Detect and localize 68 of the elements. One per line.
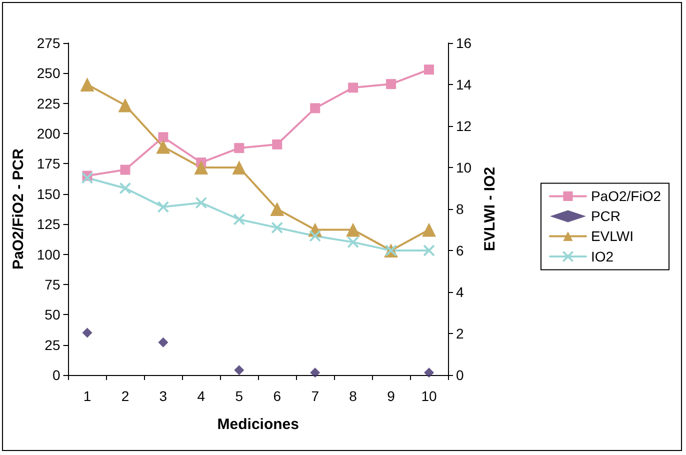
- point: [386, 79, 396, 90]
- y-tick-label: 125: [36, 216, 60, 232]
- y-tick-label: 25: [44, 336, 60, 353]
- point: [272, 139, 282, 150]
- y2-tick-label: 12: [456, 118, 472, 134]
- point: [424, 368, 434, 378]
- x-tick-label: 1: [83, 388, 92, 404]
- point: [158, 337, 168, 348]
- y-tick-label: 75: [44, 276, 60, 292]
- point: [347, 236, 360, 248]
- y-tick-label: 250: [36, 65, 60, 82]
- point: [120, 164, 130, 175]
- y2-tick-label: 4: [456, 284, 464, 300]
- x-tick-label: 7: [311, 388, 320, 404]
- point: [424, 64, 434, 75]
- y2-tick-label: 10: [456, 160, 472, 176]
- x-tick-label: 9: [387, 388, 396, 404]
- point: [158, 132, 168, 142]
- point: [271, 222, 284, 234]
- y-tick-label: 150: [36, 186, 60, 202]
- point: [194, 160, 208, 174]
- point: [82, 328, 92, 338]
- point: [423, 244, 436, 256]
- point: [310, 103, 320, 114]
- y-tick-label: 225: [36, 95, 60, 112]
- y2-tick-label: 2: [456, 326, 464, 342]
- y2-tick-label: 16: [456, 35, 472, 51]
- x-tick-label: 8: [349, 388, 358, 404]
- y-tick-label: 275: [36, 35, 60, 51]
- y-axis-title: PaO2/FiO2 - PCR: [10, 148, 27, 270]
- point: [195, 196, 208, 209]
- x-tick-label: 4: [197, 388, 206, 404]
- y2-tick-label: 14: [456, 76, 472, 92]
- y-tick-label: 175: [36, 156, 60, 172]
- x-tick-label: 6: [273, 388, 282, 404]
- y2-tick-label: 0: [456, 367, 464, 383]
- x-axis-title: Mediciones: [217, 416, 299, 433]
- y2-axis-title: EVLWI - IO2: [481, 166, 498, 252]
- point: [346, 222, 360, 237]
- x-tick-label: 3: [159, 388, 168, 404]
- legend-label: PaO2/FiO2: [590, 188, 662, 204]
- x-tick-label: 10: [421, 388, 438, 404]
- point: [157, 200, 170, 213]
- y2-tick-label: 8: [456, 201, 464, 217]
- point: [234, 143, 244, 154]
- legend-label: IO2: [590, 248, 614, 264]
- point: [156, 140, 170, 154]
- x-tick-label: 5: [235, 388, 244, 404]
- point: [232, 160, 246, 174]
- y-tick-label: 100: [36, 246, 60, 262]
- y-tick-label: 200: [36, 126, 60, 142]
- y2-tick-label: 6: [456, 242, 464, 258]
- y-tick-label: 50: [44, 306, 60, 323]
- point: [234, 365, 244, 376]
- legend-label: PCR: [590, 208, 621, 224]
- point: [233, 213, 246, 226]
- y-tick-label: 0: [52, 367, 60, 383]
- point: [80, 78, 94, 92]
- point: [310, 368, 320, 378]
- point: [118, 98, 132, 112]
- point: [422, 222, 436, 237]
- point: [119, 182, 132, 194]
- point: [270, 202, 284, 216]
- x-tick-label: 2: [121, 388, 130, 404]
- point: [348, 82, 358, 93]
- point: [309, 230, 322, 242]
- legend-label: EVLWI: [590, 228, 634, 244]
- point: [81, 172, 94, 184]
